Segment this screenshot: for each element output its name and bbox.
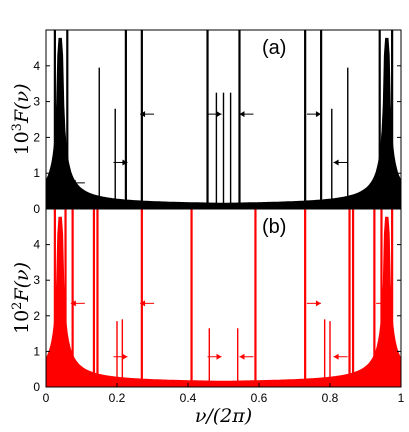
xtick-label: 0.2	[109, 391, 126, 405]
arrow-marker	[333, 353, 348, 360]
panel-b-ylabel-base: 10	[11, 310, 33, 334]
panel-a-peaks	[53, 30, 394, 209]
panel-b-ylabel: 102F(ν)	[10, 262, 33, 334]
panel-b-baseline	[45, 216, 402, 388]
arrow-marker	[376, 300, 391, 307]
ytick-label: 1	[33, 166, 40, 180]
panel-a-label: (a)	[262, 37, 286, 59]
arrow-marker	[113, 353, 128, 360]
panel-a-arrows	[70, 111, 391, 186]
panel-b-ylabel-exp: 2	[10, 302, 25, 310]
xtick-label: 0.6	[251, 391, 268, 405]
ytick-label: 4	[33, 59, 40, 73]
panel-b-arrows	[70, 300, 391, 360]
arrow-marker	[70, 179, 85, 186]
panel-a-ylabel-exp: 3	[10, 123, 25, 131]
arrow-marker	[306, 300, 321, 307]
ytick-label: 0	[33, 380, 40, 394]
panel-a-ylabel: 103F(ν)	[10, 83, 33, 155]
panel-b-peaks	[53, 209, 394, 387]
xtick-label: 0.8	[322, 391, 339, 405]
xtick-label: 0	[43, 391, 50, 405]
arrow-marker	[333, 159, 348, 166]
panel-b-xlabel: ν/(2π)	[195, 405, 252, 427]
panel-b-ylabel-rest: F(ν)	[11, 262, 33, 303]
panel-b-label: (b)	[262, 216, 286, 238]
panel-b-xticks: 0 0.2 0.4 0.6 0.8 1	[43, 383, 405, 405]
ytick-label: 3	[33, 273, 40, 287]
ytick-label: 4	[33, 238, 40, 252]
arrow-marker	[239, 353, 254, 360]
baseline-band	[45, 216, 402, 388]
arrow-marker	[140, 300, 155, 307]
arrow-marker	[140, 111, 155, 118]
panel-a-ylabel-base: 10	[11, 131, 33, 155]
arrow-marker	[376, 179, 391, 186]
panel-a-ylabel-rest: F(ν)	[11, 83, 33, 124]
ytick-label: 3	[33, 95, 40, 109]
arrow-marker	[70, 300, 85, 307]
arrow-marker	[306, 111, 321, 118]
arrow-marker	[239, 111, 254, 118]
panel-b-frame	[45, 208, 402, 388]
ytick-label: 2	[33, 130, 40, 144]
arrow-marker	[207, 111, 222, 118]
ytick-label: 2	[33, 309, 40, 323]
baseline-band	[45, 37, 402, 210]
xtick-label: 1	[398, 391, 405, 405]
panel-b: 0 1 2 3 4 0 0.2 0.4 0.6 0.8 1 (b) 102F(ν) ν/(2π)	[10, 208, 405, 427]
panel-b-yticks: 0 1 2 3 4	[33, 238, 401, 394]
arrow-marker	[207, 353, 222, 360]
arrow-marker	[113, 159, 128, 166]
ytick-label: 1	[33, 344, 40, 358]
panel-a-baseline	[45, 37, 402, 210]
ytick-label: 0	[33, 202, 40, 216]
xtick-label: 0.4	[180, 391, 197, 405]
